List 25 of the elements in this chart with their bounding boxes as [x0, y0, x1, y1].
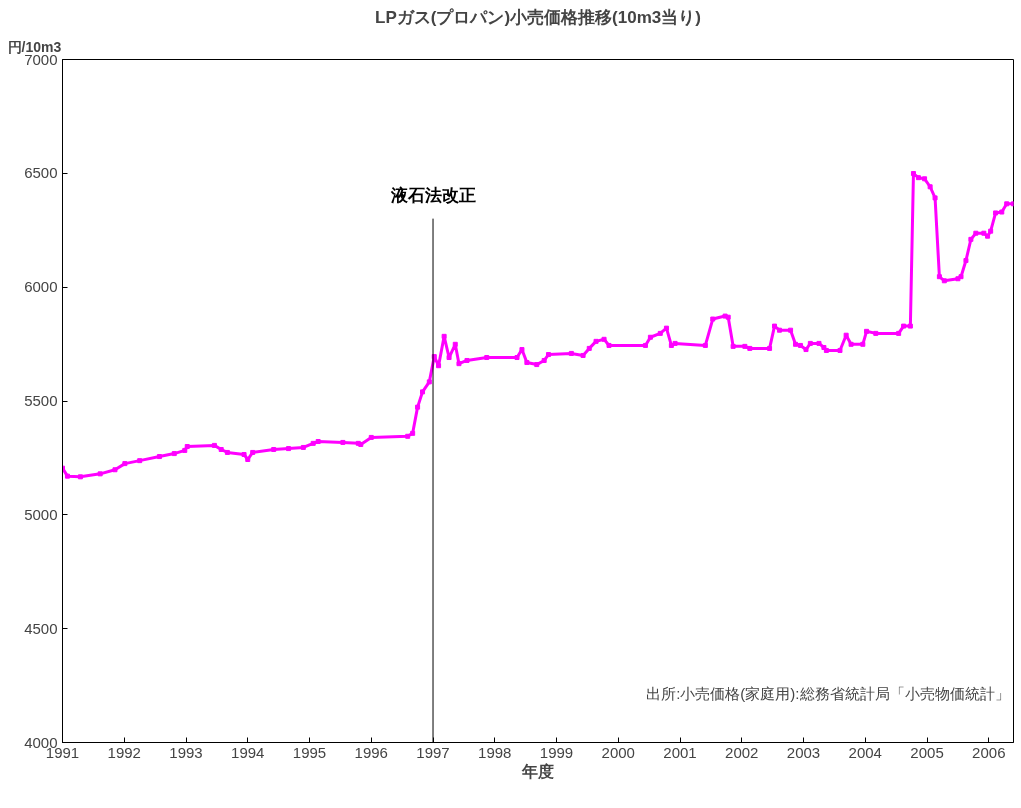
x-tick-label: 1994: [231, 743, 265, 761]
x-tick-label: 2006: [972, 743, 1006, 761]
y-tick-label: 5500: [24, 392, 58, 409]
x-tick-label: 2003: [786, 743, 821, 761]
x-tick-label: 1999: [539, 743, 574, 761]
y-tick-label: 6500: [24, 164, 58, 182]
x-tick-label: 1998: [478, 743, 512, 761]
y-tick-label: 5000: [24, 505, 58, 523]
ref-line-label: 液石法改正: [389, 185, 476, 205]
y-tick-label: 6000: [24, 278, 58, 296]
x-axis-title: 年度: [521, 761, 554, 780]
chart-title: LPガス(プロパン)小売価格推移(10m3当り): [375, 7, 701, 27]
annotation: 出所:小売価格(家庭用):総務省統計局「小売物価統計」: [646, 684, 1010, 702]
x-tick-label: 2002: [725, 743, 759, 761]
x-tick-label: 1993: [169, 743, 203, 761]
y-tick-label: 4500: [24, 619, 58, 637]
x-tick-label: 2004: [848, 743, 882, 761]
x-tick-label: 1995: [292, 743, 327, 761]
x-tick-label: 1997: [416, 743, 450, 761]
x-tick-label: 2001: [663, 743, 697, 761]
x-tick-label: 1996: [354, 743, 388, 761]
y-axis-title: 円/10m3: [7, 38, 62, 55]
x-tick-label: 2005: [910, 743, 944, 761]
x-tick-label: 2000: [601, 743, 635, 761]
x-tick-label: 1992: [107, 743, 141, 761]
